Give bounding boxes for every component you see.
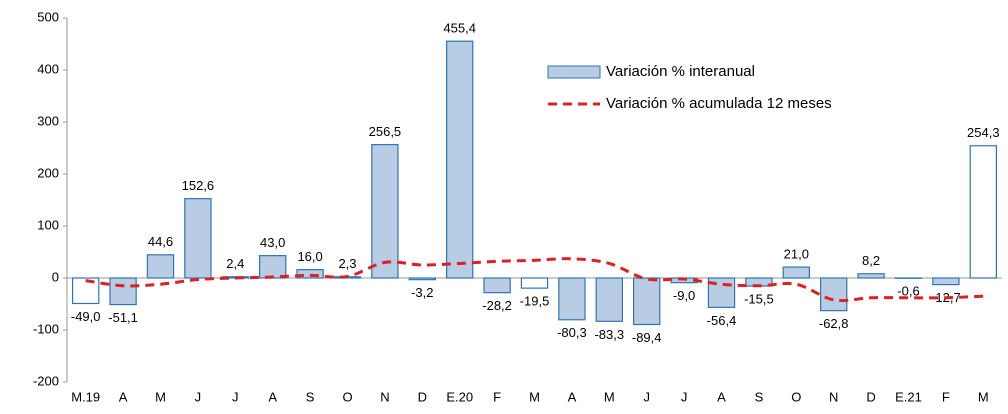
data-label: -51,1 (108, 310, 138, 325)
x-tick-label: S (306, 389, 315, 404)
x-tick-label: J (232, 389, 239, 404)
data-label: -49,0 (71, 309, 101, 324)
x-tick-label: M.19 (71, 389, 100, 404)
x-tick-label: A (268, 389, 277, 404)
data-label: 455,4 (443, 21, 476, 36)
data-label: 2,3 (338, 256, 356, 271)
x-tick-label: M (604, 389, 615, 404)
y-tick-label: 200 (37, 165, 59, 180)
data-label: 16,0 (297, 249, 322, 264)
data-label: 2,4 (226, 256, 244, 271)
x-tick-label: M (155, 389, 166, 404)
bar (821, 278, 847, 311)
y-tick-label: 0 (52, 269, 59, 284)
data-label: 152,6 (182, 178, 215, 193)
legend-label: Variación % acumulada 12 meses (606, 95, 832, 112)
bar (447, 41, 473, 278)
y-tick-label: -100 (33, 321, 59, 336)
bar (858, 274, 884, 278)
legend-swatch (548, 66, 600, 78)
y-tick-label: 100 (37, 217, 59, 232)
bar (484, 278, 510, 293)
data-label: -80,3 (557, 325, 587, 340)
bar (110, 278, 136, 305)
x-tick-label: F (942, 389, 950, 404)
x-tick-label: E.20 (446, 389, 473, 404)
x-tick-label: D (866, 389, 875, 404)
x-tick-label: D (418, 389, 427, 404)
data-label: -3,2 (411, 285, 433, 300)
y-tick-label: 300 (37, 113, 59, 128)
y-tick-label: 500 (37, 9, 59, 24)
bar (783, 267, 809, 278)
bar (933, 278, 959, 285)
x-tick-label: M (978, 389, 989, 404)
data-label: -89,4 (632, 330, 662, 345)
bar (260, 256, 286, 278)
bar (409, 278, 435, 280)
data-label: 43,0 (260, 235, 285, 250)
data-label: 44,6 (148, 234, 173, 249)
x-tick-label: S (755, 389, 764, 404)
data-label: -83,3 (594, 327, 624, 342)
x-tick-label: A (119, 389, 128, 404)
data-label: -56,4 (707, 313, 737, 328)
x-tick-label: F (493, 389, 501, 404)
data-label: 254,3 (967, 125, 1000, 140)
y-tick-label: 400 (37, 61, 59, 76)
y-tick-label: -200 (33, 373, 59, 388)
x-tick-label: N (829, 389, 838, 404)
data-label: -19,5 (520, 294, 550, 309)
bar (970, 146, 996, 278)
data-label: 256,5 (369, 124, 402, 139)
bar (559, 278, 585, 320)
data-label: -15,5 (744, 291, 774, 306)
data-label: -62,8 (819, 316, 849, 331)
bar (147, 255, 173, 278)
bar (596, 278, 622, 321)
data-label: 8,2 (862, 253, 880, 268)
bar (372, 145, 398, 278)
bar (521, 278, 547, 288)
x-tick-label: N (380, 389, 389, 404)
x-tick-label: J (195, 389, 202, 404)
x-tick-label: J (681, 389, 688, 404)
x-tick-label: O (342, 389, 352, 404)
x-tick-label: O (791, 389, 801, 404)
bar (634, 278, 660, 324)
x-tick-label: E.21 (895, 389, 922, 404)
x-tick-label: J (643, 389, 650, 404)
x-tick-label: A (568, 389, 577, 404)
legend-label: Variación % interanual (606, 63, 755, 80)
data-label: 21,0 (784, 247, 809, 262)
x-tick-label: M (529, 389, 540, 404)
x-tick-label: A (717, 389, 726, 404)
bar (185, 199, 211, 278)
data-label: -28,2 (482, 298, 512, 313)
data-label: -9,0 (673, 288, 695, 303)
